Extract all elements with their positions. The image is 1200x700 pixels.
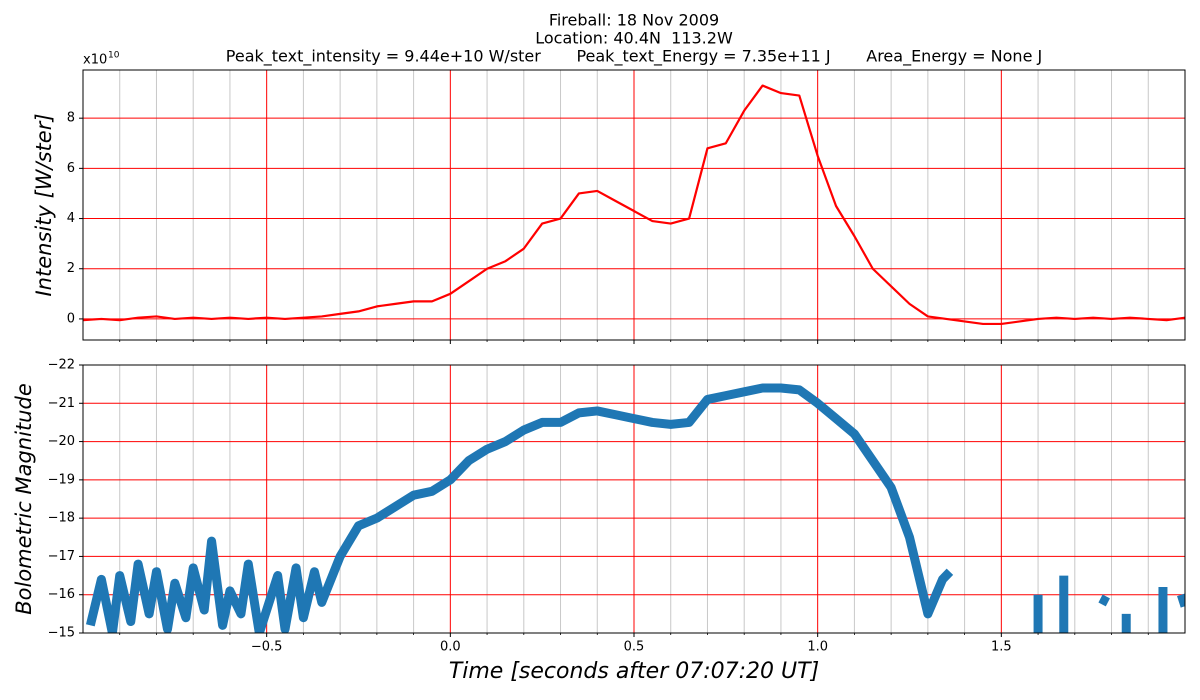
y-tick-label: −15: [48, 626, 75, 641]
y-axis-label: Bolometric Magnitude: [12, 383, 36, 615]
y-tick-label: −16: [48, 587, 75, 602]
y-axis-label: Intensity [W/ster]: [32, 113, 56, 296]
chart-title: Peak_text_intensity = 9.44e+10 W/ster Pe…: [226, 47, 1042, 67]
y-tick-label: 0: [67, 311, 75, 326]
chart-title: Fireball: 18 Nov 2009: [549, 11, 719, 30]
data-line: [1098, 594, 1110, 607]
data-line: [85, 383, 954, 633]
x-tick-label: 1.5: [991, 640, 1012, 655]
chart-title: Location: 40.4N 113.2W: [535, 29, 733, 48]
y-tick-label: −20: [48, 434, 75, 449]
x-tick-label: 0.5: [624, 640, 645, 655]
x-tick-label: 0.0: [440, 640, 461, 655]
data-line: [83, 84, 1185, 326]
y-tick-label: 4: [67, 211, 75, 226]
y-tick-label: 2: [67, 261, 75, 276]
axes-frame: [82, 69, 1186, 341]
x-tick-label: −0.5: [251, 640, 283, 655]
x-tick-label: 1.0: [807, 640, 828, 655]
y-offset-exponent: 10: [108, 51, 120, 61]
y-offset-base: x10: [83, 53, 107, 68]
y-tick-label: −21: [48, 396, 75, 411]
data-line: [1177, 593, 1185, 608]
x-axis-label: Time [seconds after 07:07:20 UT]: [449, 659, 819, 684]
y-tick-label: −19: [48, 472, 75, 487]
y-tick-label: −18: [48, 511, 75, 526]
y-tick-label: −17: [48, 549, 75, 564]
y-tick-label: 6: [67, 161, 75, 176]
axes-frame: [82, 364, 1186, 634]
y-tick-label: 8: [67, 111, 75, 126]
y-tick-label: −22: [48, 358, 75, 373]
